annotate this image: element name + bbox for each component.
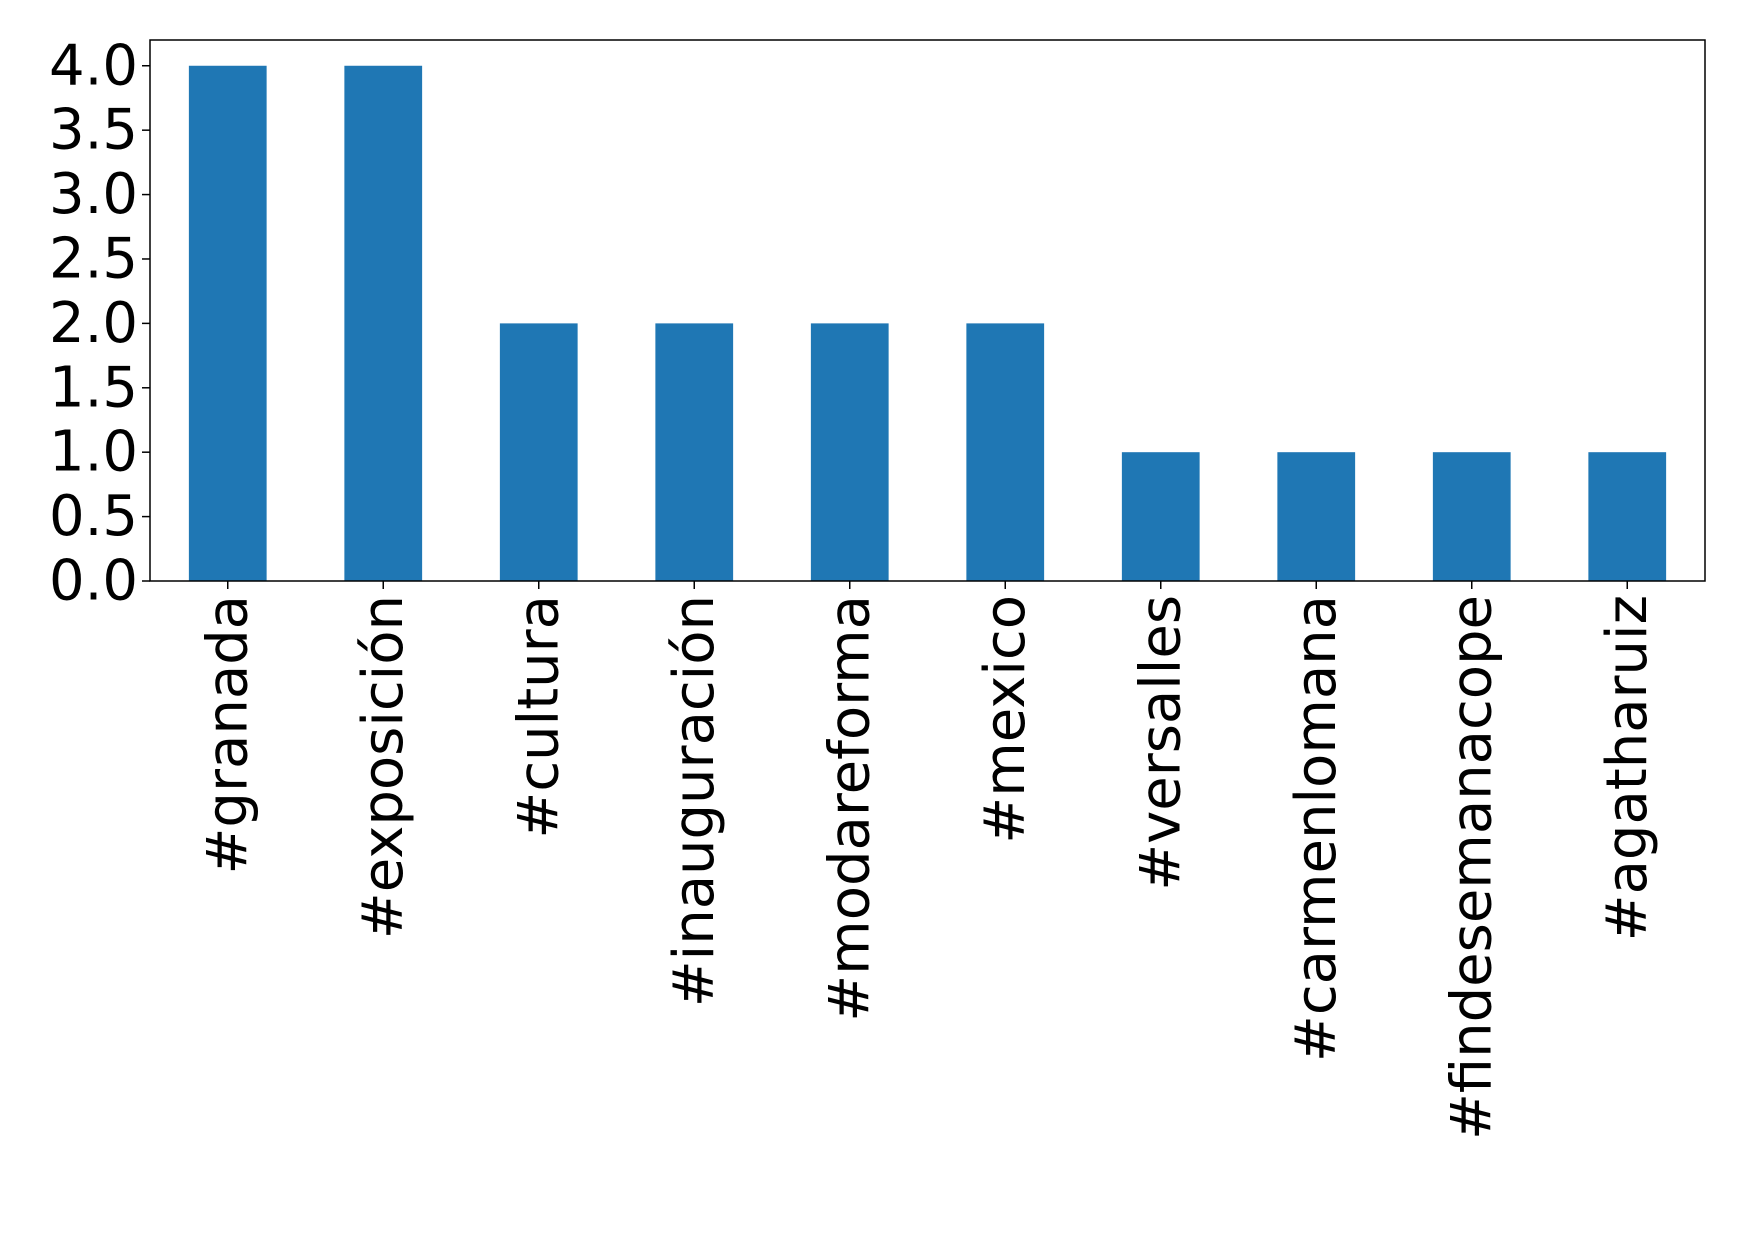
bar-9 [1588,452,1667,581]
bar-4 [810,323,889,581]
x-category-label-2: #cultura [506,595,571,839]
bar-6 [1121,452,1200,581]
x-category-label-1: #exposición [351,595,416,939]
x-category-label-5: #mexico [973,595,1038,844]
x-category-label-4: #modareforma [817,595,882,1022]
bar-0 [188,65,267,581]
bar-7 [1277,452,1356,581]
y-axis: 0.00.51.01.52.02.53.03.54.0 [49,33,150,614]
bars-layer [188,65,1667,581]
y-tick-label-2: 1.0 [49,420,138,485]
y-tick-label-4: 2.0 [49,291,138,356]
bar-2 [499,323,578,581]
x-category-label-6: #versalles [1128,595,1193,891]
y-tick-label-7: 3.5 [49,98,138,163]
y-tick-label-5: 2.5 [49,226,138,291]
x-category-label-8: #findesemanacope [1439,595,1504,1140]
x-category-label-0: #granada [195,595,260,874]
plot-frame [149,39,1706,582]
y-tick-label-0: 0.0 [49,549,138,614]
bar-8 [1432,452,1511,581]
bar-3 [655,323,734,581]
x-category-label-3: #inauguración [662,595,727,1007]
bar-5 [966,323,1045,581]
x-category-label-9: #agatharuiz [1595,595,1660,941]
y-tick-label-6: 3.0 [49,162,138,227]
bar-1 [344,65,423,581]
y-tick-label-3: 1.5 [49,355,138,420]
y-tick-label-8: 4.0 [49,33,138,98]
x-axis: #granada #exposición #cultura #inauguración… [195,581,1660,1140]
y-tick-label-1: 0.5 [49,484,138,549]
x-category-label-7: #carmenlomana [1284,595,1349,1062]
